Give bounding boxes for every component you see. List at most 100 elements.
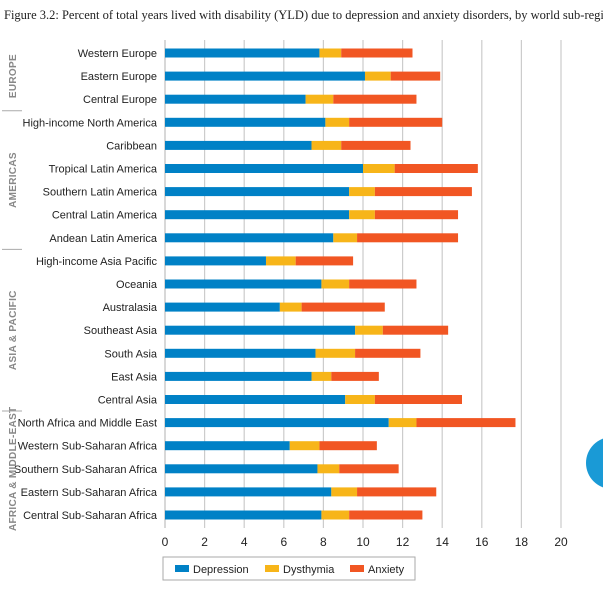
bar-dysthymia	[315, 348, 356, 358]
category-label: Western Sub-Saharan Africa	[18, 441, 158, 453]
legend-swatch-dysthymia	[265, 565, 279, 572]
bar-dysthymia	[325, 117, 350, 127]
bar-dysthymia	[321, 279, 350, 289]
bar-dysthymia	[319, 48, 342, 58]
bar-anxiety	[355, 348, 421, 358]
legend-swatch-depression	[175, 565, 189, 572]
bar-anxiety	[390, 71, 441, 81]
x-tick-label: 12	[396, 535, 410, 549]
category-label: Central Asia	[98, 395, 158, 407]
x-tick-label: 14	[436, 535, 450, 549]
bar-dysthymia	[317, 464, 340, 474]
title-text: Figure 3.2: Percent of total years lived…	[4, 8, 603, 23]
bar-depression	[165, 256, 266, 266]
category-label: Western Europe	[78, 48, 157, 60]
category-label: East Asia	[111, 371, 158, 383]
bar-dysthymia	[265, 256, 296, 266]
bar-depression	[165, 487, 332, 497]
category-label: Southeast Asia	[84, 325, 158, 337]
x-tick-label: 6	[280, 535, 287, 549]
x-tick-label: 0	[162, 535, 169, 549]
bar-depression	[165, 302, 280, 312]
bar-dysthymia	[349, 187, 375, 197]
bar-dysthymia	[345, 395, 375, 404]
bar-anxiety	[341, 48, 413, 58]
bar-dysthymia	[289, 441, 320, 451]
bar-anxiety	[374, 187, 472, 197]
bar-anxiety	[382, 325, 449, 335]
bar-anxiety	[331, 371, 379, 381]
category-label: Caribbean	[106, 140, 157, 152]
bar-depression	[165, 395, 346, 404]
bar-anxiety	[295, 256, 354, 266]
bar-depression	[165, 140, 312, 150]
bar-dysthymia	[331, 487, 358, 497]
category-label: Australasia	[103, 302, 158, 314]
bar-depression	[165, 464, 318, 474]
category-label: Oceania	[116, 279, 158, 291]
bar-depression	[165, 325, 356, 335]
bar-anxiety	[319, 441, 377, 451]
bar-dysthymia	[321, 510, 350, 520]
bar-anxiety	[394, 164, 478, 173]
category-label: Eastern Sub-Saharan Africa	[21, 487, 158, 499]
bar-dysthymia	[349, 210, 375, 220]
category-label: Tropical Latin America	[49, 164, 158, 176]
figure-title: Figure 3.2: Percent of total years lived…	[4, 8, 603, 23]
category-label: Southern Latin America	[43, 187, 158, 199]
region-label: ASIA & PACIFIC	[8, 290, 19, 370]
category-label: Central Sub-Saharan Africa	[23, 510, 158, 522]
bar-anxiety	[333, 94, 417, 104]
bar-dysthymia	[333, 233, 358, 243]
legend-swatch-anxiety	[350, 565, 364, 572]
x-tick-label: 18	[515, 535, 529, 549]
bar-anxiety	[339, 464, 399, 474]
bar-anxiety	[374, 395, 462, 404]
bar-depression	[165, 279, 322, 289]
category-label: High-income Asia Pacific	[36, 256, 158, 268]
bar-depression	[165, 164, 363, 173]
bar-dysthymia	[364, 71, 391, 81]
bar-depression	[165, 187, 350, 197]
x-tick-label: 2	[201, 535, 208, 549]
bar-dysthymia	[305, 94, 334, 104]
category-label: Andean Latin America	[49, 233, 158, 245]
category-label: South Asia	[104, 348, 157, 360]
x-tick-label: 20	[554, 535, 568, 549]
category-label: Southern Sub-Saharan Africa	[14, 464, 158, 476]
region-label: EUROPE	[8, 54, 19, 98]
bar-dysthymia	[388, 418, 417, 428]
category-label: North Africa and Middle East	[18, 418, 157, 430]
region-label: AFRICA & MIDDLE-EAST	[8, 407, 19, 532]
side-button[interactable]	[586, 437, 603, 489]
bar-anxiety	[349, 510, 423, 520]
x-tick-label: 8	[320, 535, 327, 549]
bar-depression	[165, 71, 365, 81]
bar-depression	[165, 348, 316, 358]
category-label: High-income North America	[23, 117, 158, 129]
bar-depression	[165, 233, 334, 243]
bar-anxiety	[341, 140, 411, 150]
bar-dysthymia	[279, 302, 302, 312]
x-tick-label: 4	[241, 535, 248, 549]
bar-dysthymia	[311, 371, 332, 381]
x-tick-label: 10	[356, 535, 370, 549]
bar-anxiety	[349, 117, 443, 127]
bar-anxiety	[357, 487, 437, 497]
bar-anxiety	[357, 233, 459, 243]
bar-anxiety	[349, 279, 417, 289]
bar-anxiety	[301, 302, 385, 312]
legend-label: Depression	[193, 564, 249, 576]
legend-label: Dysthymia	[283, 564, 335, 576]
category-label: Central Latin America	[52, 210, 158, 222]
bar-depression	[165, 371, 312, 381]
x-tick-label: 16	[475, 535, 489, 549]
bar-depression	[165, 210, 350, 220]
bar-depression	[165, 418, 389, 428]
bar-anxiety	[374, 210, 459, 220]
bar-depression	[165, 117, 326, 127]
legend-label: Anxiety	[368, 564, 405, 576]
category-label: Central Europe	[83, 94, 157, 106]
category-label: Eastern Europe	[81, 71, 157, 83]
